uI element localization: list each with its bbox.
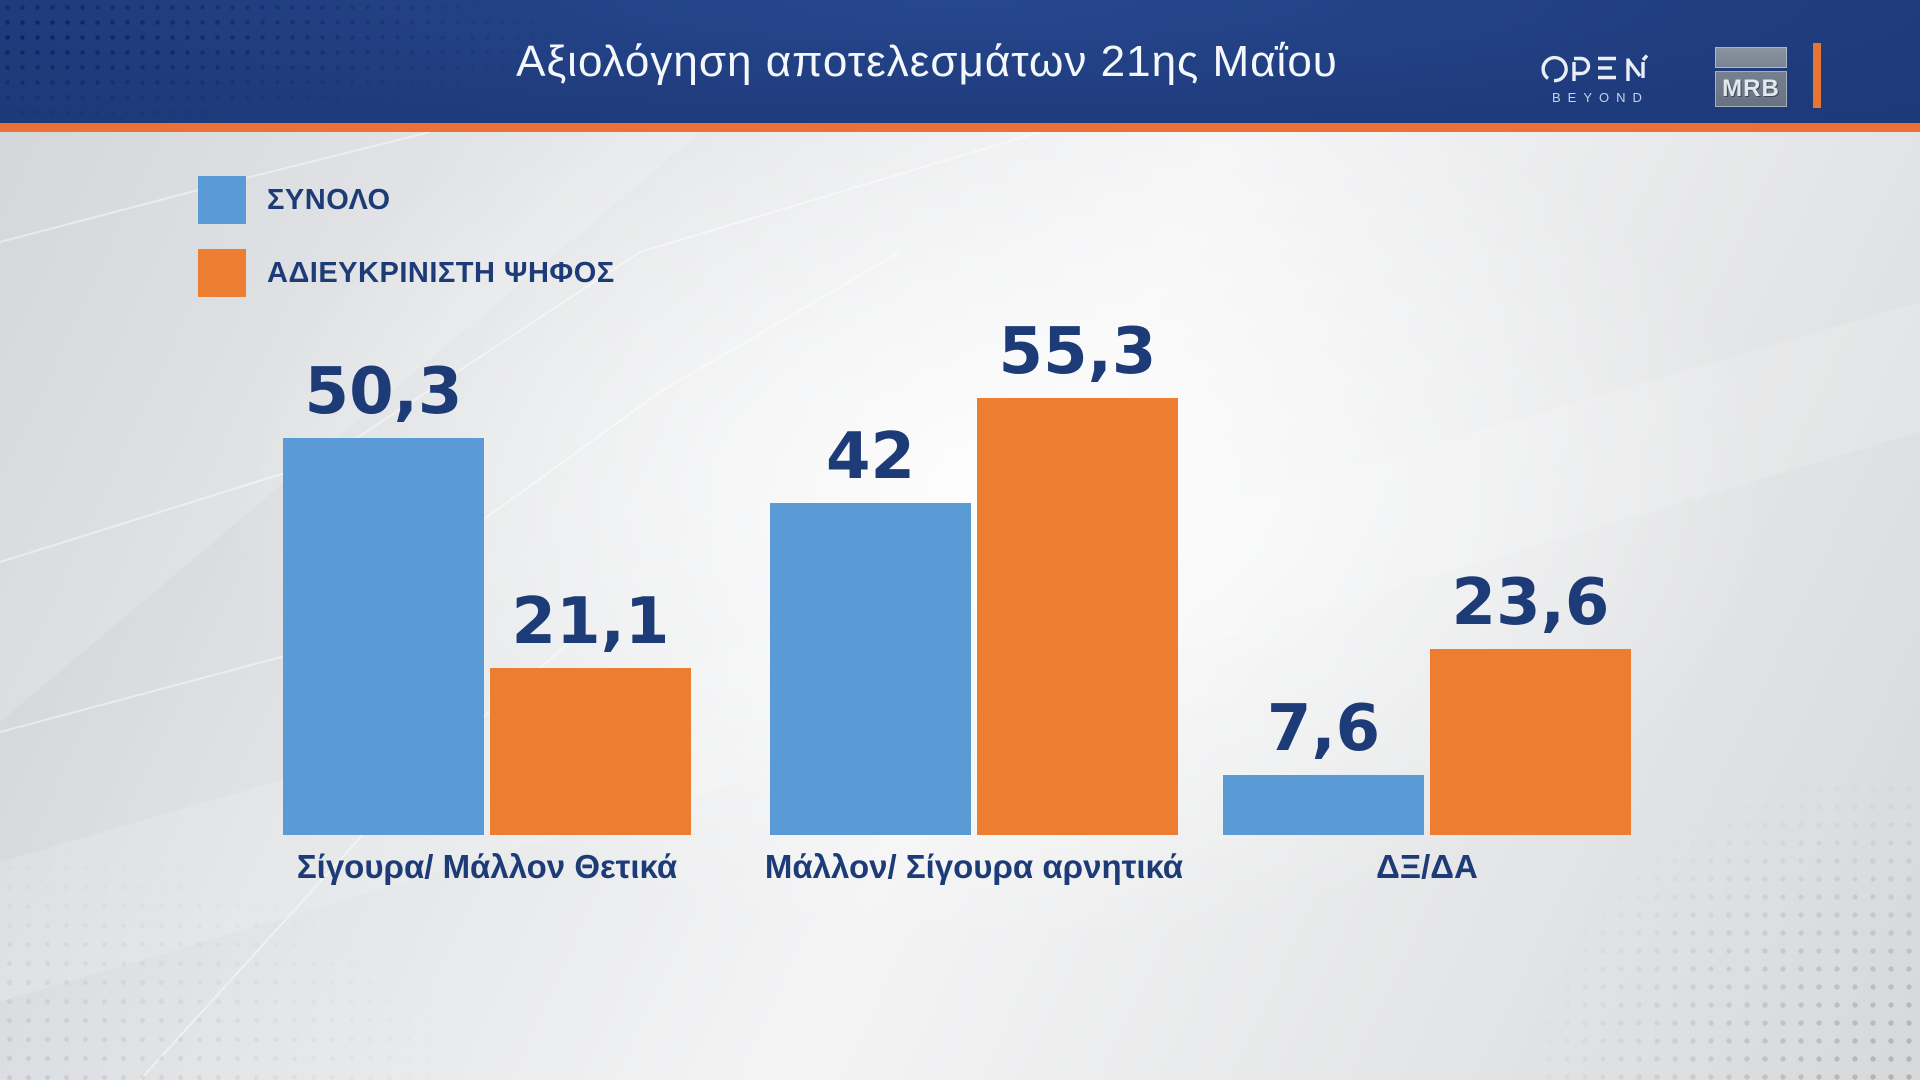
legend-swatch-0 xyxy=(198,176,246,224)
open-channel-logo: BEYOND xyxy=(1540,52,1690,105)
bar-series0-group2 xyxy=(1223,775,1424,835)
mrb-logo: MRB xyxy=(1715,47,1787,107)
value-label-series0-group0: 50,3 xyxy=(304,355,463,429)
legend-item-1: ΑΔΙΕΥΚΡΙΝΙΣΤΗ ΨΗΦΟΣ xyxy=(198,249,615,297)
bar-series1-group2 xyxy=(1430,649,1631,835)
value-label-series0-group1: 42 xyxy=(825,420,916,494)
category-label-group2: ΔΞ/ΔΑ xyxy=(1376,848,1478,885)
category-label-group1: Μάλλον/ Σίγουρα αρνητικά xyxy=(764,848,1184,885)
bar-series0-group0 xyxy=(283,438,484,835)
value-label-series1-group1: 55,3 xyxy=(998,315,1157,389)
value-label-series1-group2: 23,6 xyxy=(1451,566,1610,640)
page-title: Αξιολόγηση αποτελεσμάτων 21ης Μαΐου xyxy=(516,36,1338,86)
legend-item-0: ΣΥΝΟΛΟ xyxy=(198,176,615,224)
open-beyond-label: BEYOND xyxy=(1552,90,1649,105)
legend-label-0: ΣΥΝΟΛΟ xyxy=(267,183,391,216)
legend-label-1: ΑΔΙΕΥΚΡΙΝΙΣΤΗ ΨΗΦΟΣ xyxy=(267,256,615,289)
legend: ΣΥΝΟΛΟ ΑΔΙΕΥΚΡΙΝΙΣΤΗ ΨΗΦΟΣ xyxy=(198,176,615,322)
header-accent-strip xyxy=(0,123,1920,132)
mrb-logo-top-block xyxy=(1715,47,1787,68)
header-accent-bar xyxy=(1813,43,1821,108)
value-label-series1-group0: 21,1 xyxy=(511,585,670,659)
mrb-logo-bottom-block: MRB xyxy=(1715,71,1787,107)
category-label-group0: Σίγουρα/ Μάλλον Θετικά xyxy=(296,848,678,885)
value-label-series0-group2: 7,6 xyxy=(1266,692,1381,766)
open-logo-icon xyxy=(1541,54,1649,83)
mrb-logo-text: MRB xyxy=(1722,75,1780,102)
legend-swatch-1 xyxy=(198,249,246,297)
header-dot-texture xyxy=(0,0,560,123)
bar-series1-group0 xyxy=(490,668,691,835)
bar-series0-group1 xyxy=(770,503,971,835)
bar-series1-group1 xyxy=(977,398,1178,835)
header-bar: Αξιολόγηση αποτελεσμάτων 21ης Μαΐου xyxy=(0,0,1920,123)
